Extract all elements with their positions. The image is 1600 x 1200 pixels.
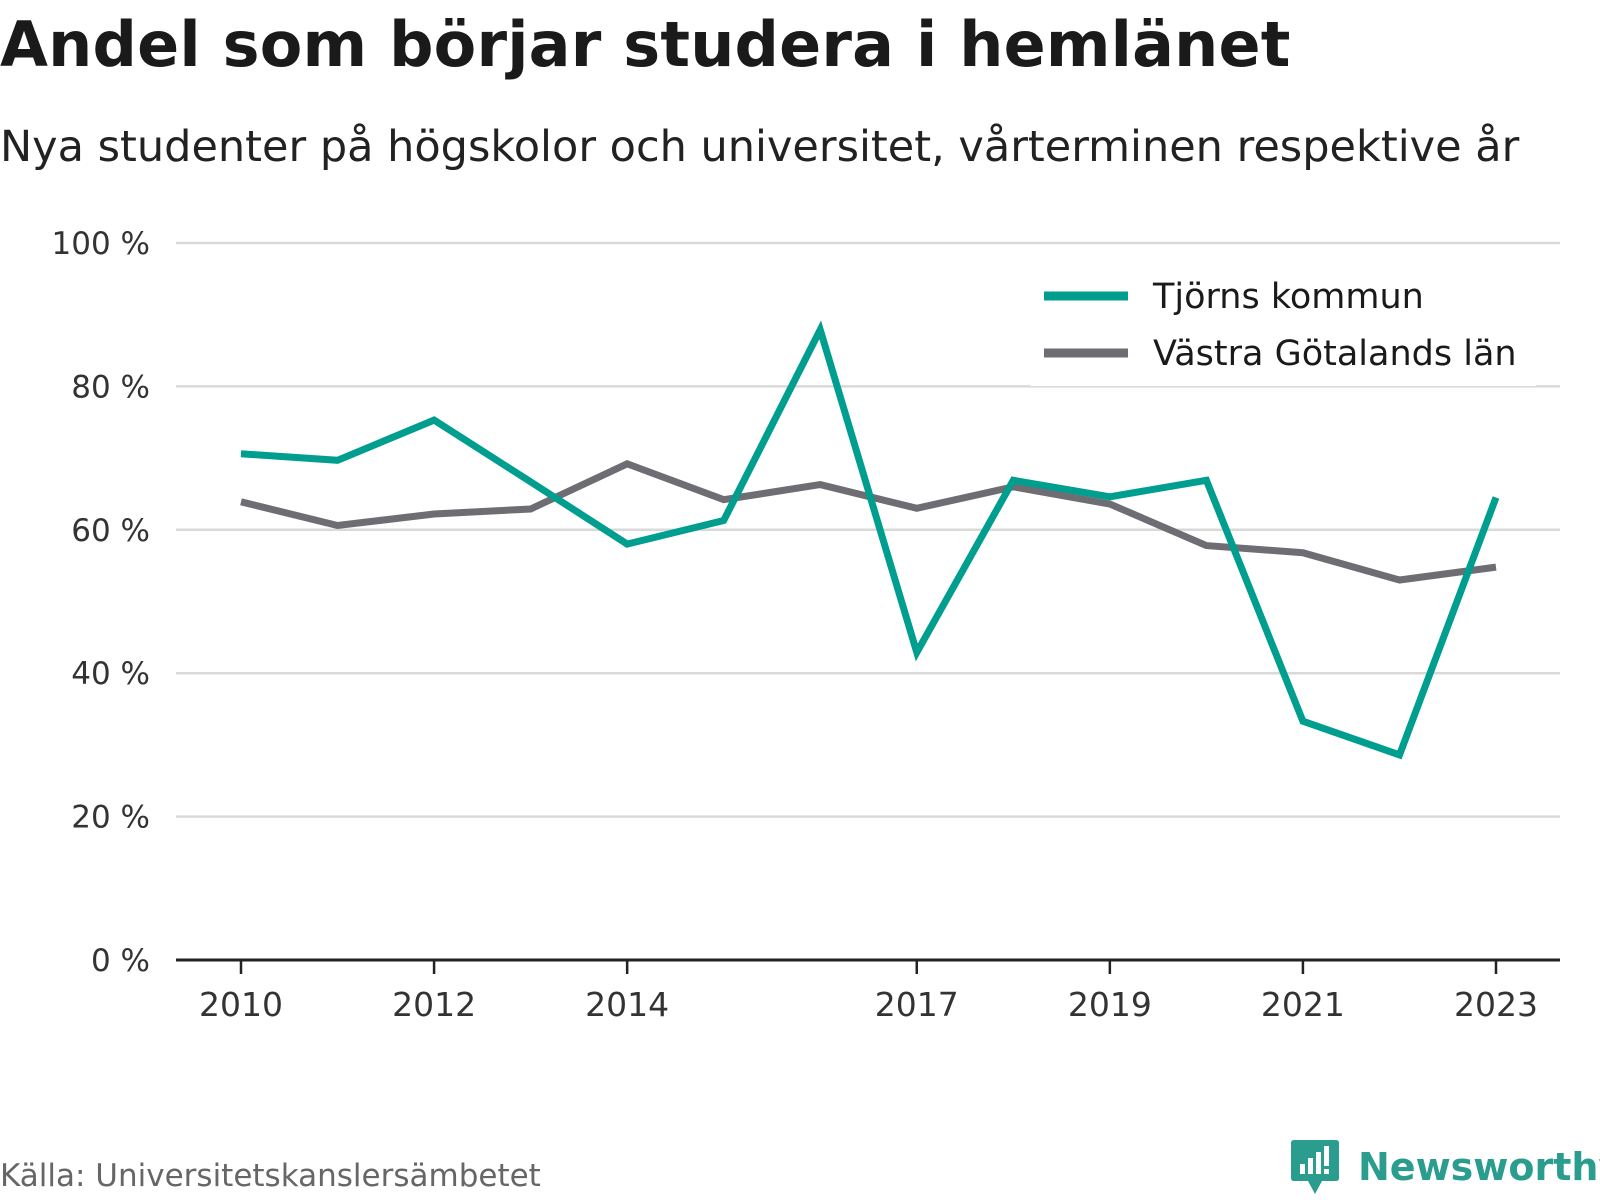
chart-title: Andel som börjar studera i hemlänet (0, 8, 1291, 81)
x-tick-label: 2014 (585, 985, 669, 1024)
y-tick-label: 20 % (71, 800, 150, 836)
y-tick-label: 60 % (71, 513, 150, 549)
y-tick-label: 0 % (91, 943, 150, 979)
y-axis-tick-labels: 0 % 20 % 40 % 60 % 80 % 100 % (52, 226, 150, 979)
series-line (240, 320, 1500, 760)
legend-label: Västra Götalands län (1153, 334, 1517, 374)
source-note: Källa: Universitetskanslersämbetet (0, 1158, 541, 1194)
legend-background (1030, 262, 1536, 386)
x-tick-label: 2021 (1261, 985, 1345, 1024)
x-axis: 2010 2012 2014 2017 2019 2021 2023 (176, 958, 1560, 1024)
brand-logo: Newsworthy (1290, 1138, 1600, 1196)
x-tick-label: 2010 (199, 985, 283, 1024)
series-lines (240, 320, 1500, 760)
x-tick-label: 2023 (1454, 985, 1538, 1024)
legend-label: Tjörns kommun (1152, 277, 1424, 317)
newsworthy-logo-icon (1291, 1140, 1339, 1194)
chart-subtitle: Nya studenter på högskolor och universit… (0, 122, 1520, 172)
x-tick-label: 2019 (1068, 985, 1152, 1024)
x-tick-label: 2012 (392, 985, 476, 1024)
y-tick-label: 80 % (71, 369, 150, 405)
grid-lines (176, 241, 1560, 818)
legend: Tjörns kommun Västra Götalands län (1030, 262, 1536, 386)
y-tick-label: 100 % (52, 226, 150, 262)
y-tick-label: 40 % (71, 656, 150, 692)
x-tick-label: 2017 (875, 985, 959, 1024)
brand-name: Newsworthy (1358, 1145, 1600, 1189)
